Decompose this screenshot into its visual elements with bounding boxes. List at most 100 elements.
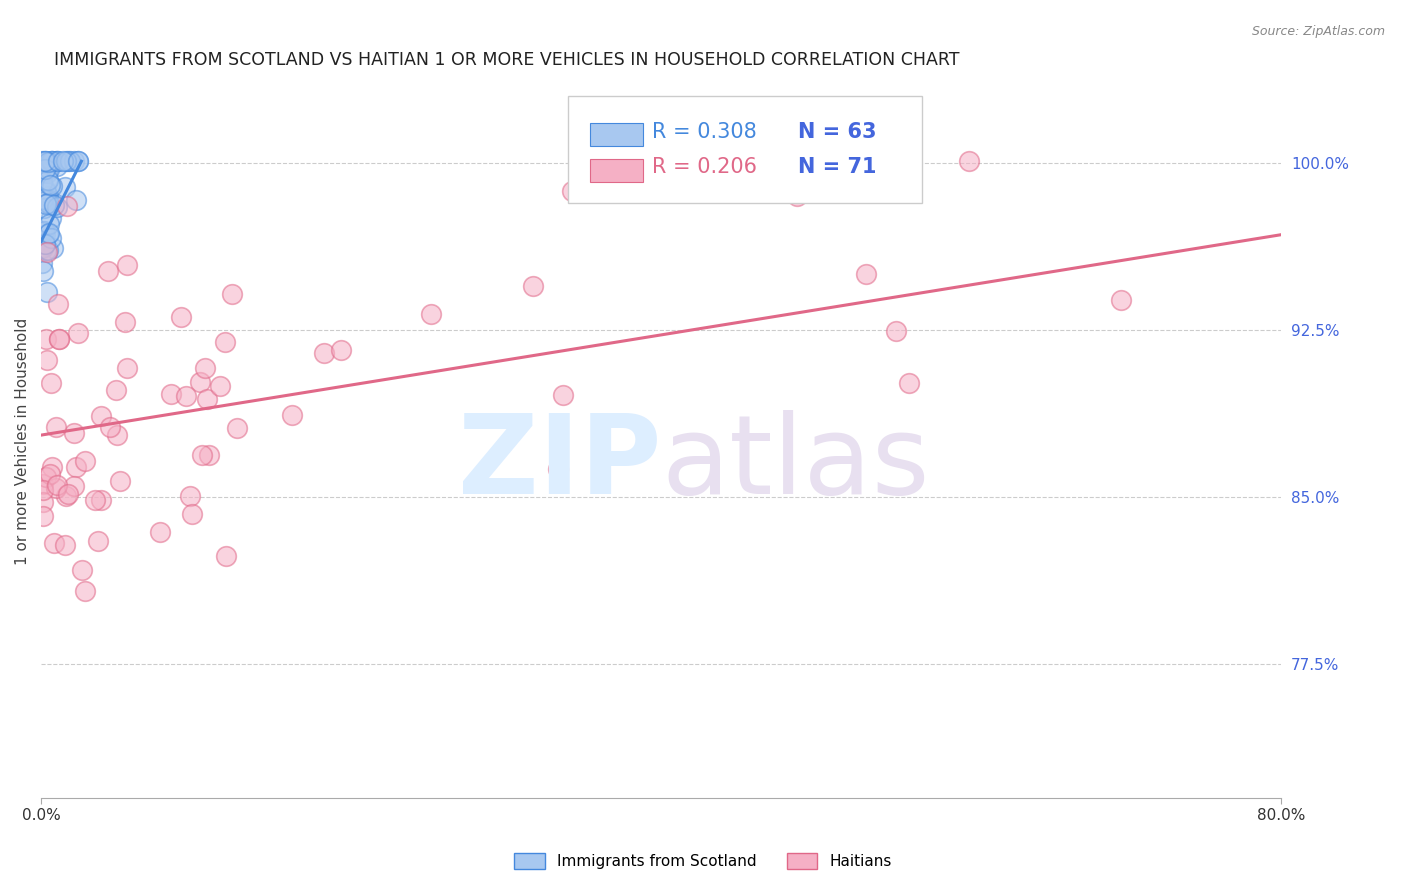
Point <box>35 470 58 484</box>
Point <box>41 460 63 475</box>
Point <box>83 493 105 508</box>
Point <box>35 193 58 207</box>
Point <box>55 154 77 169</box>
Point <box>38 161 60 176</box>
Legend: Immigrants from Scotland, Haitians: Immigrants from Scotland, Haitians <box>508 847 898 875</box>
Point <box>214 335 236 350</box>
Point <box>221 286 243 301</box>
Point <box>39 211 62 226</box>
Point <box>226 421 249 435</box>
Point <box>110 474 132 488</box>
Point <box>105 427 128 442</box>
Point <box>37 154 59 169</box>
Point <box>160 387 183 401</box>
Point <box>35 193 58 207</box>
Point <box>32 192 55 206</box>
Point <box>56 199 79 213</box>
Text: N = 71: N = 71 <box>797 158 876 178</box>
Text: IMMIGRANTS FROM SCOTLAND VS HAITIAN 1 OR MORE VEHICLES IN HOUSEHOLD CORRELATION : IMMIGRANTS FROM SCOTLAND VS HAITIAN 1 OR… <box>53 51 959 69</box>
Point <box>314 345 336 359</box>
Point <box>32 494 55 508</box>
Point <box>191 448 214 462</box>
Point <box>70 563 93 577</box>
Point <box>46 154 69 169</box>
Point <box>65 194 87 208</box>
Point <box>188 375 211 389</box>
Text: atlas: atlas <box>661 409 929 516</box>
Point <box>208 378 231 392</box>
Point <box>174 389 197 403</box>
Point <box>39 376 62 390</box>
Point <box>35 332 58 346</box>
Point <box>75 584 97 599</box>
Point <box>39 231 62 245</box>
Point <box>32 201 55 215</box>
Point <box>553 388 575 402</box>
Text: Source: ZipAtlas.com: Source: ZipAtlas.com <box>1251 25 1385 38</box>
Point <box>35 244 58 259</box>
Point <box>34 227 56 241</box>
FancyBboxPatch shape <box>568 96 921 203</box>
Point <box>117 258 139 272</box>
Point <box>114 315 136 329</box>
Text: N = 63: N = 63 <box>797 122 876 142</box>
Point <box>37 227 59 241</box>
Point <box>46 297 69 311</box>
Point <box>522 279 544 293</box>
Point <box>35 154 58 169</box>
Point <box>31 176 53 190</box>
Point <box>41 154 63 169</box>
Text: ZIP: ZIP <box>458 409 661 516</box>
Point <box>39 467 62 482</box>
Point <box>35 185 58 199</box>
Point <box>52 154 75 169</box>
Point <box>38 226 60 240</box>
Point <box>561 184 583 198</box>
Point <box>35 194 58 208</box>
Point <box>38 217 60 231</box>
Point <box>66 154 89 169</box>
Point <box>104 384 127 398</box>
Point <box>31 477 53 491</box>
Point <box>42 198 65 212</box>
Point <box>37 192 59 206</box>
Point <box>855 267 877 281</box>
Point <box>98 420 121 434</box>
Point <box>73 454 96 468</box>
Point <box>48 333 70 347</box>
Point <box>86 533 108 548</box>
Point <box>31 192 53 206</box>
Point <box>45 481 67 495</box>
Point <box>32 224 55 238</box>
Point <box>179 489 201 503</box>
Point <box>53 180 76 194</box>
Point <box>41 154 63 169</box>
Point <box>45 478 67 492</box>
Point <box>31 161 53 175</box>
Point <box>63 479 86 493</box>
Point <box>957 154 980 169</box>
Point <box>66 326 89 340</box>
Point <box>329 343 352 358</box>
Point <box>32 240 55 254</box>
Point <box>37 285 59 299</box>
Point <box>195 392 218 407</box>
Point <box>37 353 59 368</box>
Point <box>31 264 53 278</box>
Point <box>194 361 217 376</box>
Point <box>37 243 59 257</box>
Point <box>45 154 67 169</box>
Point <box>56 154 79 169</box>
Point <box>34 161 56 176</box>
Point <box>1109 293 1132 307</box>
Point <box>31 154 53 169</box>
Point <box>42 536 65 550</box>
Point <box>58 486 80 500</box>
FancyBboxPatch shape <box>591 123 643 146</box>
Point <box>34 236 56 251</box>
Point <box>66 154 89 169</box>
Point <box>48 332 70 346</box>
FancyBboxPatch shape <box>591 159 643 182</box>
Point <box>37 196 59 211</box>
Point <box>45 154 67 169</box>
